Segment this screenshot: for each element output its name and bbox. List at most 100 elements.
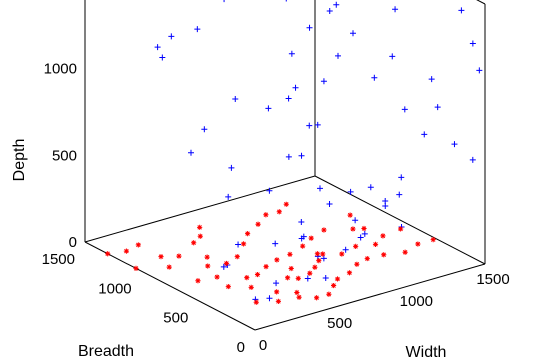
data-point-asterisk — [191, 240, 197, 246]
data-point-asterisk — [380, 233, 386, 239]
x-tick-label: 0 — [259, 337, 267, 354]
data-point-asterisk — [314, 251, 320, 257]
data-point-asterisk — [204, 254, 210, 260]
data-point-asterisk — [320, 251, 326, 257]
data-point-asterisk — [316, 258, 322, 264]
data-point-plus — [273, 280, 280, 287]
data-point-plus — [266, 295, 273, 302]
data-point-asterisk — [234, 254, 240, 260]
data-point-asterisk — [244, 275, 250, 281]
data-point-plus — [333, 1, 340, 8]
data-point-plus — [398, 174, 405, 181]
data-point-asterisk — [398, 226, 404, 232]
data-point-asterisk — [197, 224, 203, 230]
data-point-plus — [367, 184, 374, 191]
data-point-asterisk — [287, 251, 293, 257]
data-point-asterisk — [197, 233, 203, 239]
data-point-plus — [322, 274, 329, 281]
data-point-plus — [292, 84, 299, 91]
data-point-asterisk — [350, 226, 356, 232]
data-point-plus — [326, 7, 333, 14]
data-point-asterisk — [275, 298, 281, 304]
data-point-plus — [401, 106, 408, 113]
z-axis-label: Depth — [11, 139, 28, 182]
x-tick-label: 1500 — [476, 271, 509, 288]
y-axis-edge — [84, 241, 256, 331]
data-point-asterisk — [105, 251, 111, 257]
x-tick-label: 500 — [327, 315, 352, 332]
data-point-plus — [361, 230, 368, 237]
data-point-plus — [168, 33, 175, 40]
data-point-plus — [451, 141, 458, 148]
data-point-asterisk — [225, 283, 231, 290]
data-point-plus — [306, 24, 313, 31]
data-point-asterisk — [331, 282, 337, 289]
data-point-asterisk — [274, 257, 280, 263]
data-point-plus — [434, 104, 441, 111]
data-point-asterisk — [346, 270, 353, 276]
y-tick-label: 500 — [163, 310, 188, 327]
data-point-plus — [389, 53, 396, 60]
z-tick-label: 1000 — [44, 61, 77, 78]
y-tick-label: 0 — [237, 339, 245, 356]
data-point-plus — [352, 217, 359, 224]
data-point-plus — [298, 152, 305, 159]
data-point-asterisk — [283, 201, 289, 207]
data-point-plus — [320, 255, 327, 262]
data-point-asterisk — [326, 291, 332, 297]
axes-box — [84, 0, 486, 331]
data-point-asterisk — [347, 212, 353, 218]
data-point-asterisk — [276, 209, 282, 215]
data-point-asterisk — [361, 225, 367, 232]
data-point-plus — [320, 78, 327, 85]
data-point-plus — [288, 50, 295, 57]
data-point-plus — [421, 131, 428, 138]
data-point-plus — [225, 193, 232, 200]
data-point-asterisk — [205, 263, 211, 269]
data-point-plus — [188, 149, 194, 156]
data-point-asterisk — [133, 265, 139, 271]
data-point-asterisk — [295, 275, 301, 281]
data-point-plus — [326, 200, 333, 207]
data-point-asterisk — [364, 255, 370, 262]
data-point-asterisk — [288, 265, 294, 272]
data-point-asterisk — [241, 241, 247, 247]
data-point-plus — [201, 126, 208, 133]
z-tick-label: 0 — [69, 234, 77, 251]
data-point-asterisk — [248, 284, 254, 290]
data-point-asterisk — [381, 252, 387, 258]
data-point-plus — [469, 156, 476, 163]
floor-back-right-edge — [314, 175, 486, 265]
data-point-asterisk — [158, 254, 164, 260]
data-point-plus — [335, 52, 341, 59]
data-point-plus — [194, 26, 201, 33]
data-point-plus — [458, 7, 465, 14]
data-point-asterisk — [300, 243, 306, 249]
data-point-asterisk — [214, 274, 220, 280]
data-point-plus — [220, 263, 227, 270]
data-point-asterisk — [274, 289, 280, 295]
data-point-asterisk — [314, 295, 320, 301]
data-point-plus — [476, 67, 483, 74]
floor-back-left-edge — [84, 175, 316, 243]
data-point-plus — [304, 275, 311, 282]
data-point-plus — [159, 54, 166, 61]
y-tick-label: 1000 — [98, 280, 131, 297]
z-tick-label: 500 — [52, 147, 77, 164]
data-point-plus — [357, 234, 364, 241]
data-point-asterisk — [255, 221, 261, 227]
series-asterisk-marks — [105, 201, 436, 305]
data-point-asterisk — [296, 294, 302, 300]
data-point-plus — [235, 241, 242, 248]
data-point-asterisk — [415, 241, 421, 247]
x-axis-edge — [254, 263, 486, 331]
series-plus-marks — [154, 0, 483, 303]
tick-labels: 050010001500050010001500050010001500 — [42, 61, 510, 356]
data-point-plus — [232, 96, 239, 103]
data-point-plus — [350, 30, 356, 37]
data-point-plus — [382, 197, 389, 204]
data-point-asterisk — [353, 243, 359, 249]
data-point-plus — [228, 164, 235, 171]
data-point-asterisk — [253, 299, 259, 305]
